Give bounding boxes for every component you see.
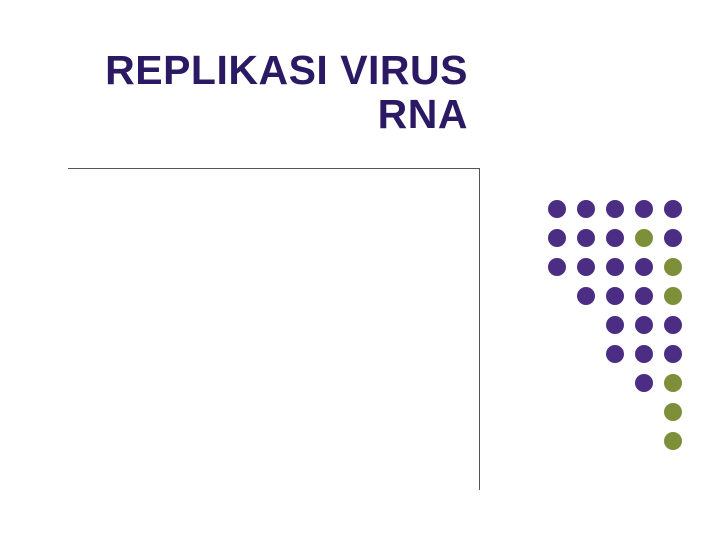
dot (635, 345, 653, 363)
dot (635, 200, 653, 218)
dot (577, 258, 595, 276)
dot (606, 316, 624, 334)
dot (577, 287, 595, 305)
dot (635, 374, 653, 392)
dot-row (548, 374, 682, 392)
title-line-1: REPLIKASI VIRUS (68, 48, 468, 92)
vertical-rule (479, 168, 480, 490)
dot (664, 258, 682, 276)
dot-row (548, 258, 682, 276)
dot (664, 316, 682, 334)
slide: REPLIKASI VIRUS RNA (0, 0, 720, 540)
dot (635, 258, 653, 276)
dot (664, 432, 682, 450)
dot-row (548, 432, 682, 450)
dot (664, 200, 682, 218)
dot (606, 229, 624, 247)
dot (664, 403, 682, 421)
dot (606, 200, 624, 218)
dot-row (548, 345, 682, 363)
title-line-2: RNA (68, 92, 468, 136)
dot (635, 287, 653, 305)
dot (664, 345, 682, 363)
horizontal-rule (68, 168, 480, 169)
dot-row (548, 316, 682, 334)
dot (635, 316, 653, 334)
dot-row (548, 229, 682, 247)
dot-row (548, 287, 682, 305)
dot (548, 200, 566, 218)
dot (606, 287, 624, 305)
decorative-dot-grid (548, 200, 682, 461)
dot (548, 229, 566, 247)
dot (606, 345, 624, 363)
dot (664, 287, 682, 305)
dot (577, 200, 595, 218)
dot (548, 258, 566, 276)
dot (606, 258, 624, 276)
dot (664, 374, 682, 392)
slide-title: REPLIKASI VIRUS RNA (68, 48, 468, 137)
dot (664, 229, 682, 247)
dot (635, 229, 653, 247)
dot (577, 229, 595, 247)
dot-row (548, 200, 682, 218)
dot-row (548, 403, 682, 421)
